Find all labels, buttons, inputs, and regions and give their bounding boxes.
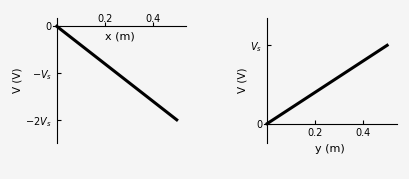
Text: 0.2: 0.2 (97, 13, 112, 23)
Text: 0.4: 0.4 (145, 13, 160, 23)
Y-axis label: V (V): V (V) (13, 68, 23, 93)
Y-axis label: V (V): V (V) (238, 68, 247, 93)
X-axis label: x (m): x (m) (105, 32, 135, 42)
X-axis label: y (m): y (m) (315, 144, 345, 154)
